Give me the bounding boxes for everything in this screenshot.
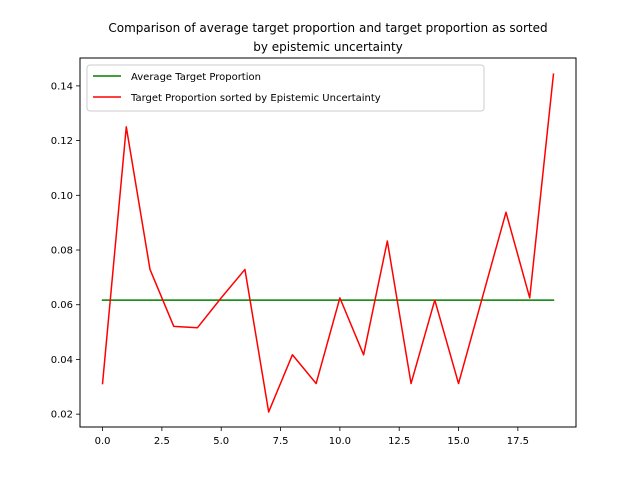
x-tick-label: 15.0 (447, 436, 469, 447)
legend-label-average-target-proportion: Average Target Proportion (131, 72, 261, 83)
chart-title-line-2: by epistemic uncertainty (253, 40, 403, 54)
y-tick-label: 0.12 (51, 136, 73, 147)
y-tick-label: 0.08 (51, 246, 73, 257)
x-tick-label: 5.0 (213, 436, 229, 447)
x-tick-label: 7.5 (273, 436, 289, 447)
x-tick-label: 12.5 (388, 436, 410, 447)
chart-title: Comparison of average target proportion … (108, 21, 547, 54)
y-tick-label: 0.06 (51, 300, 73, 311)
y-tick-label: 0.10 (51, 191, 73, 202)
series-layer (101, 73, 555, 413)
y-tick-label: 0.04 (51, 355, 73, 366)
chart-title-line-1: Comparison of average target proportion … (108, 21, 547, 35)
x-axis: 0.0 2.5 5.0 7.5 10.0 12.5 15.0 17.5 (95, 427, 529, 447)
legend: Average Target Proportion Target Proport… (86, 64, 485, 112)
series-line-1 (101, 73, 555, 413)
y-tick-label: 0.14 (51, 81, 73, 92)
legend-label-sorted-target-proportion: Target Proportion sorted by Epistemic Un… (130, 93, 381, 104)
plot-area-frame (79, 57, 577, 428)
legend-box (86, 64, 485, 112)
y-tick-label: 0.02 (51, 410, 73, 421)
x-tick-label: 0.0 (95, 436, 111, 447)
y-axis: 0.02 0.04 0.06 0.08 0.10 0.12 0.14 (51, 81, 80, 421)
x-tick-label: 17.5 (507, 436, 529, 447)
x-tick-label: 10.0 (329, 436, 351, 447)
x-tick-label: 2.5 (154, 436, 170, 447)
